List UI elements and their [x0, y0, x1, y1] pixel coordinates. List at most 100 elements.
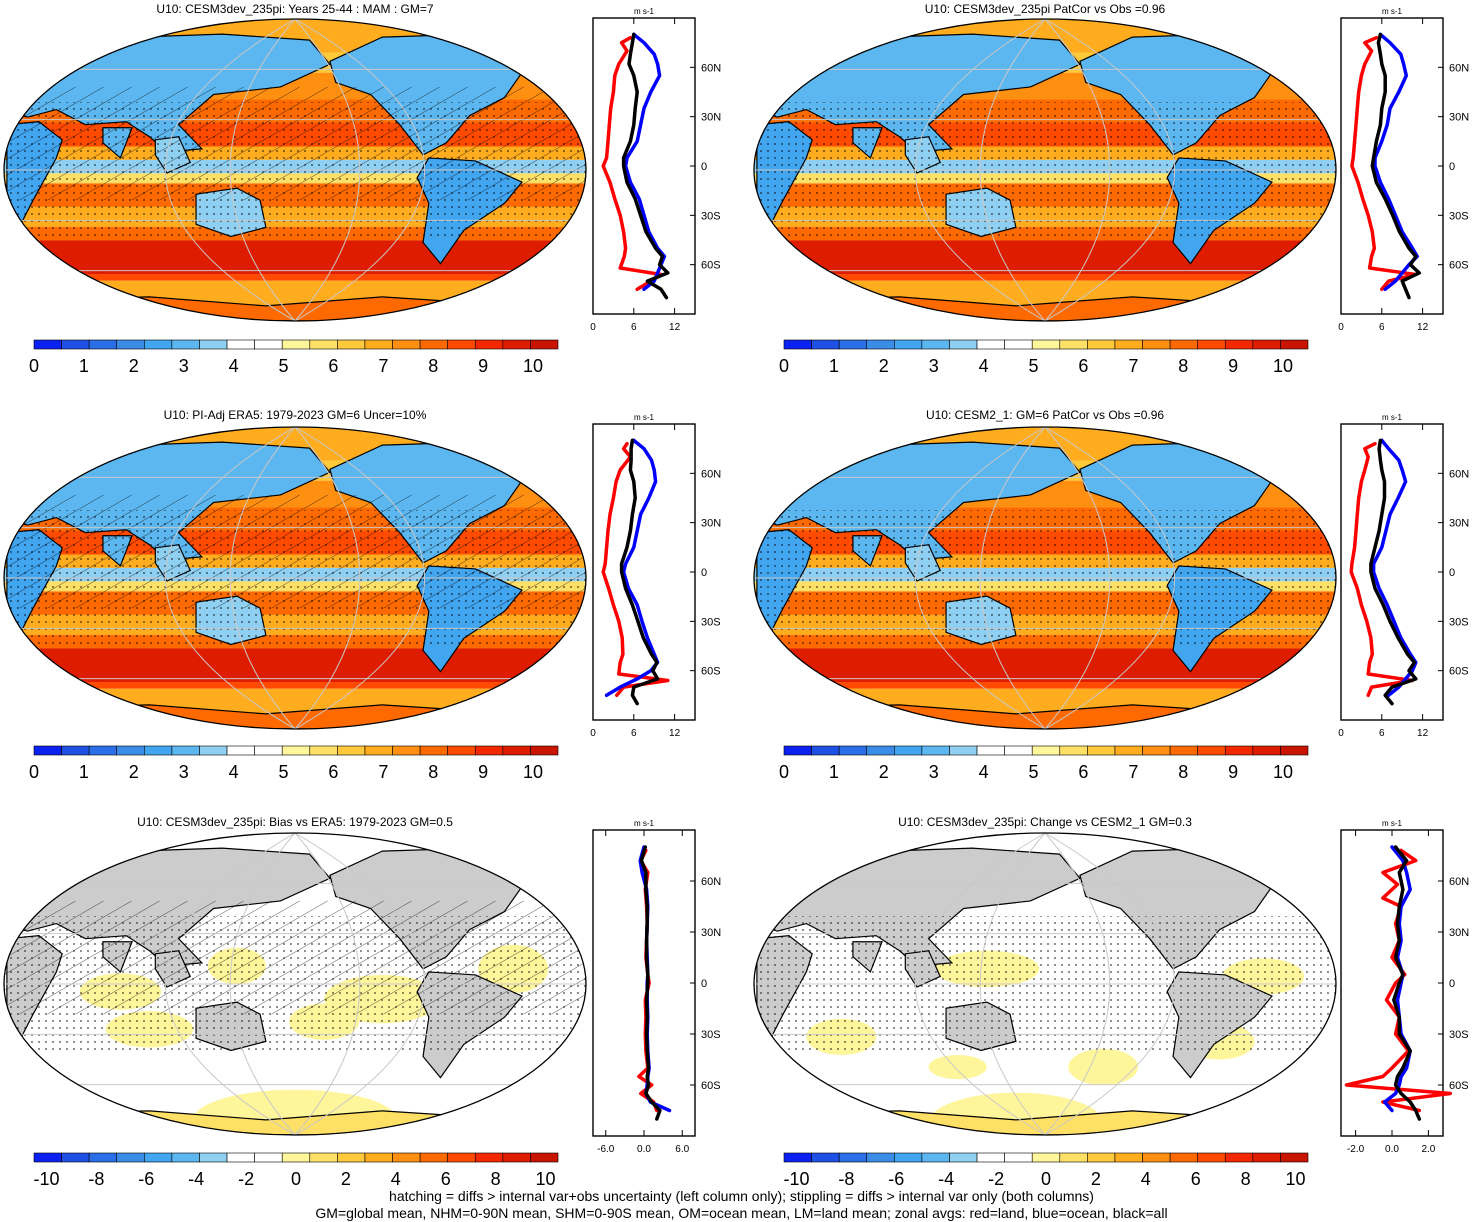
colorbar: 0 1 2 3 4 5 6 7 8 9 10 — [29, 339, 559, 376]
x-tick-label: 12 — [1417, 728, 1429, 739]
colorbar-tick-label: 5 — [1029, 762, 1039, 782]
zonal-profile: m s-1 60N 30N 0 30S 60S -2.0 0.0 2.0 — [1340, 819, 1469, 1155]
colorbar-swatch — [226, 745, 255, 756]
bias-patch — [1068, 1048, 1139, 1086]
colorbar-swatch — [866, 745, 895, 756]
x-tick-label: -2.0 — [1347, 1144, 1365, 1155]
colorbar-tick-label: -2 — [238, 1169, 254, 1189]
world-map — [753, 832, 1337, 1136]
lat-label: 0 — [1449, 978, 1455, 990]
colorbar-tick-label: 4 — [979, 356, 989, 376]
colorbar-tick-label: -2 — [988, 1169, 1004, 1189]
lat-label: 30S — [1449, 210, 1469, 222]
map-field — [4, 427, 586, 729]
colorbar-tick-label: -6 — [888, 1169, 904, 1189]
x-tick-label: 6 — [1379, 728, 1385, 739]
colorbar-swatch — [1252, 745, 1281, 756]
colorbar-tick-label: 10 — [1286, 1169, 1306, 1189]
zonal-series-line — [1370, 32, 1421, 300]
meridian-line — [229, 833, 296, 1135]
colorbar-swatch — [254, 1152, 283, 1163]
lat-label: 30N — [701, 112, 721, 124]
lat-label: 30S — [701, 1029, 721, 1041]
colorbar-swatch — [1280, 339, 1309, 350]
colorbar-tick-label: -10 — [783, 1169, 809, 1189]
colorbar-swatch — [144, 339, 173, 350]
zonal-series-line — [639, 845, 662, 1121]
meridian-line — [165, 19, 296, 321]
colorbar-swatch — [419, 339, 448, 350]
colorbar-swatch — [1252, 339, 1281, 350]
colorbar-tick-label: 3 — [179, 762, 189, 782]
colorbar-swatch — [254, 745, 283, 756]
x-tick-label: 2.0 — [1421, 1144, 1435, 1155]
colorbar: 0 1 2 3 4 5 6 7 8 9 10 — [29, 745, 559, 782]
meridian-line — [1044, 19, 1111, 321]
zonal-series-line — [619, 438, 660, 706]
zonal-series-line — [1349, 441, 1415, 698]
zonal-series-line — [1350, 35, 1418, 292]
colorbar-swatch — [474, 339, 504, 350]
colorbar-swatch — [281, 339, 311, 350]
lat-label: 30S — [701, 210, 721, 222]
wind-band — [754, 682, 1336, 689]
colorbar-swatch — [530, 1152, 559, 1163]
colorbar-tick-label: 5 — [279, 356, 289, 376]
colorbar: -10 -8 -6 -4 -2 0 2 4 6 8 10 — [783, 1152, 1309, 1189]
colorbar-tick-label: -8 — [838, 1169, 854, 1189]
meridian-line — [294, 833, 361, 1135]
profile-unit: m s-1 — [634, 7, 655, 16]
colorbar-swatch — [474, 745, 504, 756]
colorbar-swatch — [838, 339, 868, 350]
colorbar-swatch — [783, 339, 812, 350]
x-tick-label: 0 — [1338, 322, 1344, 333]
lat-label: 60N — [1449, 468, 1469, 480]
lat-label: 30S — [1449, 616, 1469, 628]
colorbar-swatch — [88, 339, 118, 350]
colorbar-swatch — [1142, 745, 1171, 756]
colorbar-swatch — [33, 339, 62, 350]
colorbar-swatch — [61, 1152, 90, 1163]
zonal-series-line — [601, 441, 670, 698]
colorbar-swatch — [337, 339, 366, 350]
panel-title: U10: CESM2_1: GM=6 PatCor vs Obs =0.96 — [925, 408, 1165, 422]
colorbar-swatch — [144, 1152, 173, 1163]
lat-label: 60S — [1449, 1080, 1469, 1092]
colorbar-swatch — [894, 745, 923, 756]
colorbar-swatch — [1059, 745, 1088, 756]
colorbar-tick-label: 7 — [378, 762, 388, 782]
colorbar-swatch — [419, 1152, 448, 1163]
meridian-line — [979, 427, 1046, 729]
colorbar-swatch — [392, 745, 421, 756]
colorbar-swatch — [116, 745, 145, 756]
colorbar-swatch — [1224, 1152, 1254, 1163]
colorbar-tick-label: 1 — [79, 762, 89, 782]
lat-label: 60S — [701, 1080, 721, 1092]
colorbar-swatch — [1059, 339, 1088, 350]
colorbar-tick-label: 0 — [29, 356, 39, 376]
colorbar-swatch — [337, 745, 366, 756]
colorbar-tick-label: 4 — [229, 762, 239, 782]
continent-greenland — [473, 24, 547, 56]
colorbar-swatch — [838, 745, 868, 756]
colorbar-swatch — [1114, 339, 1143, 350]
panel-title: U10: CESM3dev_235pi: Bias vs ERA5: 1979-… — [137, 815, 453, 829]
zonal-profile: m s-1 60N 30N 0 30S 60S 0 6 12 — [1338, 413, 1469, 739]
colorbar-tick-label: 8 — [491, 1169, 501, 1189]
colorbar-swatch — [199, 745, 228, 756]
profile-unit: m s-1 — [1382, 819, 1403, 828]
colorbar-tick-label: -10 — [33, 1169, 59, 1189]
colorbar-tick-label: 7 — [1128, 762, 1138, 782]
colorbar-tick-label: 2 — [129, 762, 139, 782]
colorbar-swatch — [838, 1152, 868, 1163]
lat-label: 60S — [701, 666, 721, 678]
colorbar-tick-label: 4 — [229, 356, 239, 376]
colorbar-tick-label: 5 — [1029, 356, 1039, 376]
map-outline — [3, 832, 587, 1136]
lat-label: 30N — [701, 518, 721, 530]
lat-label: 60S — [701, 260, 721, 272]
colorbar-swatch — [530, 339, 559, 350]
colorbar-swatch — [309, 745, 338, 756]
lat-label: 0 — [701, 567, 707, 579]
profile-frame — [592, 423, 696, 721]
